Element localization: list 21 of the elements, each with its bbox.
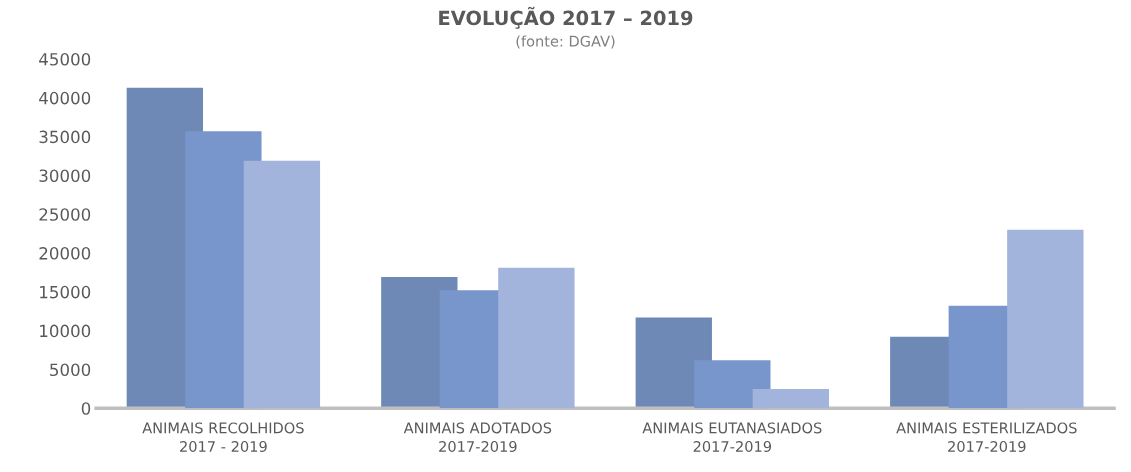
- chart-subtitle: (fonte: DGAV): [516, 35, 615, 49]
- x-tick-label: ANIMAIS RECOLHIDOS 2017 - 2019: [142, 422, 304, 452]
- y-tick-label: 35000: [39, 130, 91, 144]
- bar: [694, 360, 771, 409]
- bar: [1007, 229, 1084, 409]
- y-tick-label: 40000: [39, 91, 91, 105]
- chart-title: EVOLUÇÃO 2017 – 2019: [439, 6, 693, 29]
- y-tick-label: 0: [81, 402, 91, 415]
- y-tick-label: 10000: [40, 324, 91, 338]
- bar: [243, 160, 321, 409]
- y-tick-label: 45000: [39, 52, 91, 66]
- x-tick-label: ANIMAIS ADOTADOS 2017-2019: [403, 422, 552, 452]
- bar: [498, 267, 575, 409]
- x-tick-label: ANIMAIS ESTERILIZADOS 2017-2019: [896, 422, 1077, 452]
- x-tick-label: ANIMAIS EUTANASIADOS 2017-2019: [642, 422, 822, 452]
- y-tick-label: 5000: [50, 363, 91, 377]
- y-tick-label: 15000: [40, 285, 91, 299]
- y-tick-label: 30000: [39, 169, 91, 182]
- y-tick-label: 20000: [39, 247, 91, 260]
- y-tick-label: 25000: [39, 208, 91, 221]
- bar: [752, 388, 830, 409]
